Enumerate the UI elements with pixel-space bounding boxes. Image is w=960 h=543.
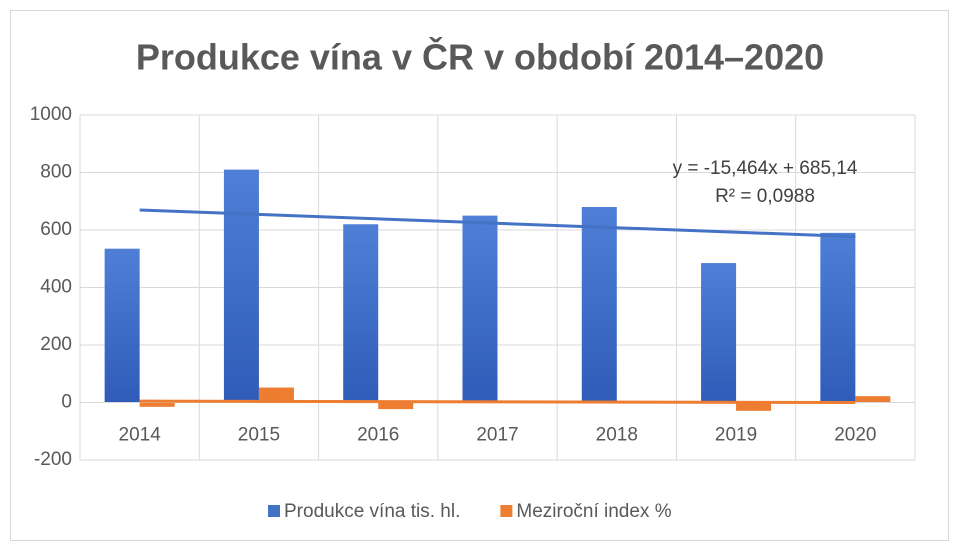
x-tick-label: 2015 — [238, 425, 280, 446]
bar — [343, 224, 379, 403]
x-tick-label: 2017 — [476, 425, 518, 446]
x-tick-label: 2014 — [119, 425, 162, 446]
bar — [258, 387, 294, 403]
x-tick-label: 2020 — [834, 425, 876, 446]
trendline — [139, 208, 856, 239]
bar — [104, 248, 140, 403]
trend-r2: R² = 0,0988 — [715, 186, 815, 207]
trendline — [139, 399, 856, 405]
legend-swatch — [500, 505, 513, 517]
x-tick-label: 2019 — [715, 425, 757, 446]
y-tick-label: 400 — [40, 277, 72, 298]
bar — [462, 215, 498, 403]
trend-equation: y = -15,464x + 685,14 — [673, 158, 858, 179]
chart-title: Produkce vína v ČR v období 2014–2020 — [136, 36, 824, 78]
y-tick-label: 0 — [61, 392, 72, 413]
bar — [378, 402, 414, 410]
legend-label: Meziroční index % — [516, 501, 671, 522]
bar — [736, 402, 772, 411]
legend-swatch — [268, 505, 280, 517]
y-tick-label: 1000 — [30, 104, 72, 125]
bar — [581, 207, 617, 403]
bar — [820, 232, 856, 403]
y-tick-label: 600 — [40, 219, 72, 240]
legend-label: Produkce vína tis. hl. — [284, 501, 460, 522]
bar — [701, 263, 737, 403]
x-tick-label: 2018 — [596, 425, 638, 446]
x-tick-label: 2016 — [357, 425, 399, 446]
bar — [139, 402, 175, 407]
bar — [223, 169, 259, 403]
y-tick-label: -200 — [34, 449, 72, 470]
y-tick-label: 200 — [40, 334, 72, 355]
y-tick-label: 800 — [40, 162, 72, 183]
bar — [855, 396, 891, 403]
